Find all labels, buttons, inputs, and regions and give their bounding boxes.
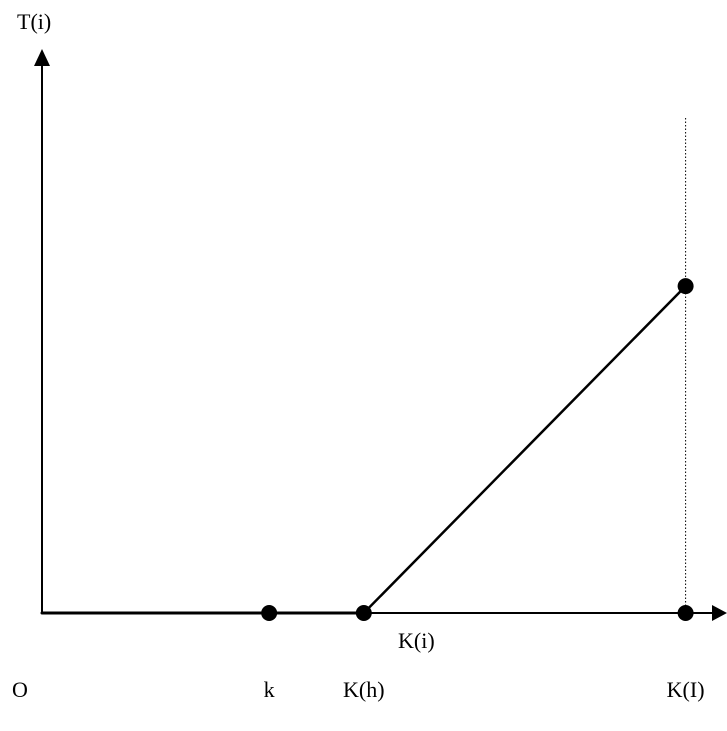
series-lines xyxy=(40,284,687,615)
x-axis-label: K(i) xyxy=(398,628,435,653)
x-axis-arrowhead xyxy=(712,605,727,621)
x-tick-label-0: k xyxy=(264,677,275,702)
data-point-0 xyxy=(261,605,278,621)
markers xyxy=(261,278,694,621)
y-axis-label: T(i) xyxy=(17,9,51,34)
plot-area xyxy=(34,49,727,621)
data-point-2 xyxy=(677,605,694,621)
x-tick-label-1: K(h) xyxy=(343,677,385,702)
y-axis-arrowhead xyxy=(34,49,50,66)
origin-label: O xyxy=(12,677,28,702)
x-tick-label-2: K(I) xyxy=(667,677,705,702)
x-tick-labels: k K(h) K(I) xyxy=(264,677,705,702)
data-point-3 xyxy=(677,278,694,295)
data-point-1 xyxy=(355,605,372,621)
series-0-segment-1 xyxy=(362,284,687,615)
